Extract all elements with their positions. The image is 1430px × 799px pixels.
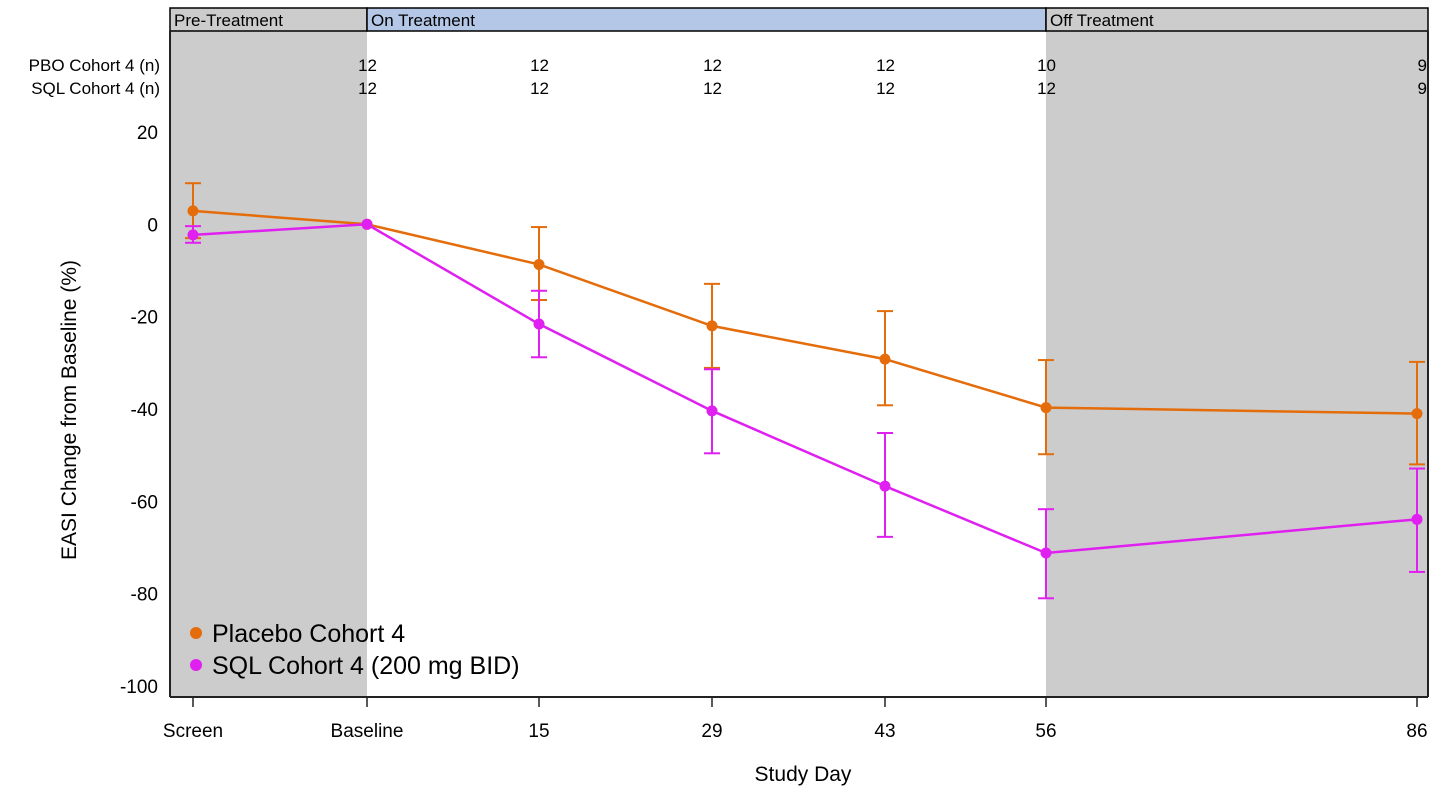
data-point — [533, 258, 545, 270]
data-point — [361, 218, 373, 230]
phase-band — [1046, 31, 1428, 697]
y-tick-label: -40 — [131, 400, 158, 421]
n-value: 12 — [876, 79, 895, 98]
data-point — [1411, 408, 1423, 420]
x-axis-label: Study Day — [755, 763, 852, 786]
y-tick-label: -60 — [131, 492, 158, 513]
phase-bands — [170, 31, 1428, 697]
x-tick-label: Screen — [163, 721, 223, 742]
x-tick-label: 15 — [528, 721, 549, 742]
data-point — [879, 353, 891, 365]
data-point — [187, 205, 199, 217]
phase-band — [170, 31, 367, 697]
x-tick-label: 29 — [701, 721, 722, 742]
n-value: 12 — [530, 56, 549, 75]
y-tick-label: -20 — [131, 308, 158, 329]
legend-marker — [190, 627, 202, 639]
phase-label: Off Treatment — [1050, 11, 1154, 30]
legend: Placebo Cohort 4 SQL Cohort 4 (200 mg BID… — [190, 620, 520, 680]
axes: 20 0 -20 -40 -60 -80 -100 Screen Baseline 15 29 43 5… — [120, 31, 1429, 742]
n-row-label: SQL Cohort 4 (n) — [31, 79, 160, 98]
n-value: 12 — [703, 56, 722, 75]
n-value: 12 — [530, 79, 549, 98]
n-value: 12 — [703, 79, 722, 98]
n-table: PBO Cohort 4 (n) 12 12 12 12 10 9 SQL Cohort 4 … — [29, 56, 1427, 98]
n-value: 12 — [358, 79, 377, 98]
y-axis-label: EASI Change from Baseline (%) — [58, 260, 81, 560]
n-value: 9 — [1418, 79, 1427, 98]
legend-marker — [190, 659, 202, 671]
data-point — [706, 405, 718, 417]
data-point — [533, 318, 545, 330]
data-point — [1411, 513, 1423, 525]
y-tick-label: -100 — [120, 677, 158, 698]
x-tick-label: Baseline — [331, 721, 404, 742]
phase-band — [367, 31, 1046, 697]
data-point — [1040, 547, 1052, 559]
y-tick-label: 0 — [147, 215, 158, 236]
n-value: 12 — [358, 56, 377, 75]
x-tick-label: 86 — [1406, 721, 1427, 742]
n-value: 12 — [1037, 79, 1056, 98]
phase-header — [1045, 7, 1429, 32]
data-point — [187, 229, 199, 241]
legend-label: SQL Cohort 4 (200 mg BID) — [212, 652, 520, 680]
n-value: 10 — [1037, 56, 1056, 75]
phase-label: Pre-Treatment — [174, 11, 283, 30]
phase-label: On Treatment — [371, 11, 475, 30]
x-tick-label: 43 — [874, 721, 895, 742]
n-value: 9 — [1418, 56, 1427, 75]
n-row-label: PBO Cohort 4 (n) — [29, 56, 160, 75]
legend-label: Placebo Cohort 4 — [212, 620, 405, 648]
n-value: 12 — [876, 56, 895, 75]
phase-headers: Pre-Treatment On Treatment Off Treatment — [169, 7, 1429, 32]
data-point — [879, 480, 891, 492]
x-tick-label: 56 — [1035, 721, 1056, 742]
y-tick-label: 20 — [137, 123, 158, 144]
y-tick-label: -80 — [131, 585, 158, 606]
data-point — [706, 320, 718, 332]
series-1 — [185, 218, 1425, 600]
data-point — [1040, 402, 1052, 414]
series — [185, 182, 1425, 600]
